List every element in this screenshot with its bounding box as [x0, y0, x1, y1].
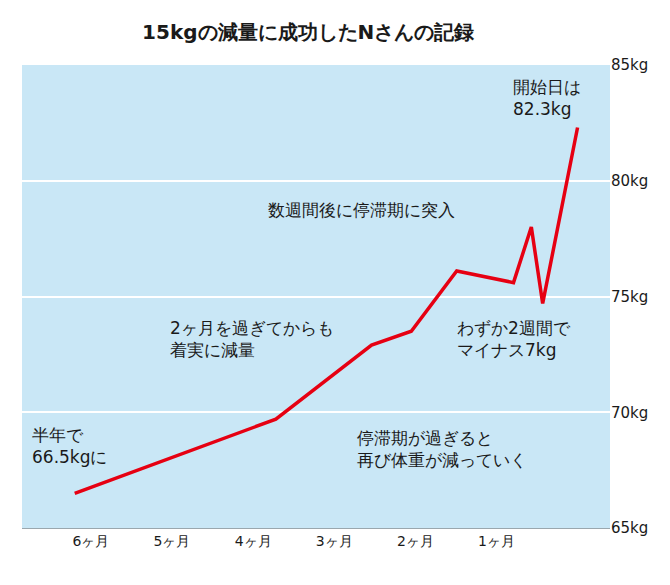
svg-text:停滞期が過ぎると再び体重が減っていく: 停滞期が過ぎると再び体重が減っていく [357, 428, 527, 470]
svg-text:15kgの減量に成功したNさんの記録: 15kgの減量に成功したNさんの記録 [142, 20, 474, 44]
svg-text:わずか2週間でマイナス7kg: わずか2週間でマイナス7kg [457, 318, 571, 360]
svg-text:半年で66.5kgに: 半年で66.5kgに [32, 425, 108, 467]
svg-text:85kg: 85kg [611, 56, 648, 74]
svg-text:5ヶ月: 5ヶ月 [154, 533, 191, 549]
svg-text:数週間後に停滞期に突入: 数週間後に停滞期に突入 [268, 200, 455, 220]
svg-text:4ヶ月: 4ヶ月 [235, 533, 272, 549]
svg-text:3ヶ月: 3ヶ月 [316, 533, 353, 549]
svg-text:1ヶ月: 1ヶ月 [478, 533, 515, 549]
svg-text:65kg: 65kg [611, 519, 648, 537]
svg-text:75kg: 75kg [611, 288, 648, 306]
svg-text:2ヶ月: 2ヶ月 [397, 533, 434, 549]
svg-text:80kg: 80kg [611, 172, 648, 190]
svg-text:6ヶ月: 6ヶ月 [72, 533, 109, 549]
svg-text:70kg: 70kg [611, 404, 648, 422]
svg-text:開始日は82.3kg: 開始日は82.3kg [513, 77, 581, 119]
svg-text:2ヶ月を過ぎてからも着実に減量: 2ヶ月を過ぎてからも着実に減量 [170, 318, 334, 360]
